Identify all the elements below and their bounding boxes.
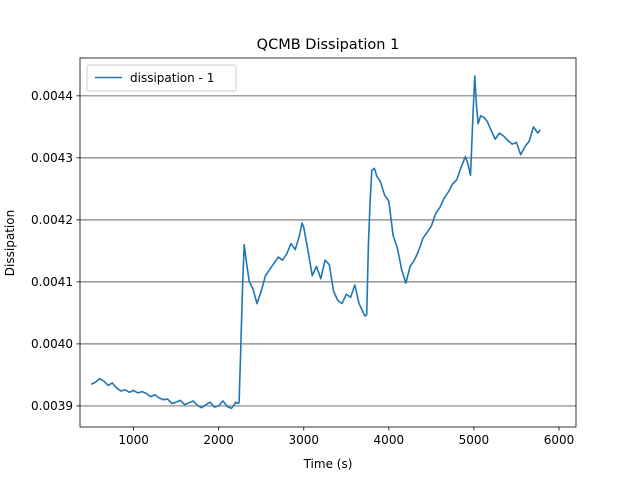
legend: dissipation - 1 — [86, 64, 237, 92]
x-tick-label: 6000 — [544, 433, 575, 447]
x-tick-label: 4000 — [374, 433, 405, 447]
chart-title: QCMB Dissipation 1 — [257, 37, 400, 53]
y-axis: 0.0039 0.0040 0.0041 0.0042 0.0043 0.0044 — [31, 89, 80, 413]
x-tick-label: 5000 — [459, 433, 490, 447]
x-axis-label: Time (s) — [303, 457, 353, 471]
y-tick-label: 0.0044 — [31, 89, 73, 103]
plot-area — [80, 58, 576, 427]
y-tick-label: 0.0043 — [31, 151, 73, 165]
y-tick-label: 0.0041 — [31, 275, 73, 289]
legend-box — [86, 64, 237, 92]
x-axis: 1000 2000 3000 4000 5000 6000 — [118, 427, 574, 447]
plot-frame — [79, 57, 577, 428]
y-tick-label: 0.0042 — [31, 213, 73, 227]
x-tick-label: 1000 — [118, 433, 149, 447]
legend-entry-label: dissipation - 1 — [130, 71, 214, 85]
series-layer — [90, 75, 541, 410]
y-tick-label: 0.0039 — [31, 399, 73, 413]
x-tick-label: 3000 — [288, 433, 319, 447]
y-axis-label: Dissipation — [3, 210, 17, 276]
series-line-1 — [90, 75, 541, 410]
gridlines — [80, 95, 576, 407]
y-tick-label: 0.0040 — [31, 337, 73, 351]
x-tick-label: 2000 — [203, 433, 234, 447]
